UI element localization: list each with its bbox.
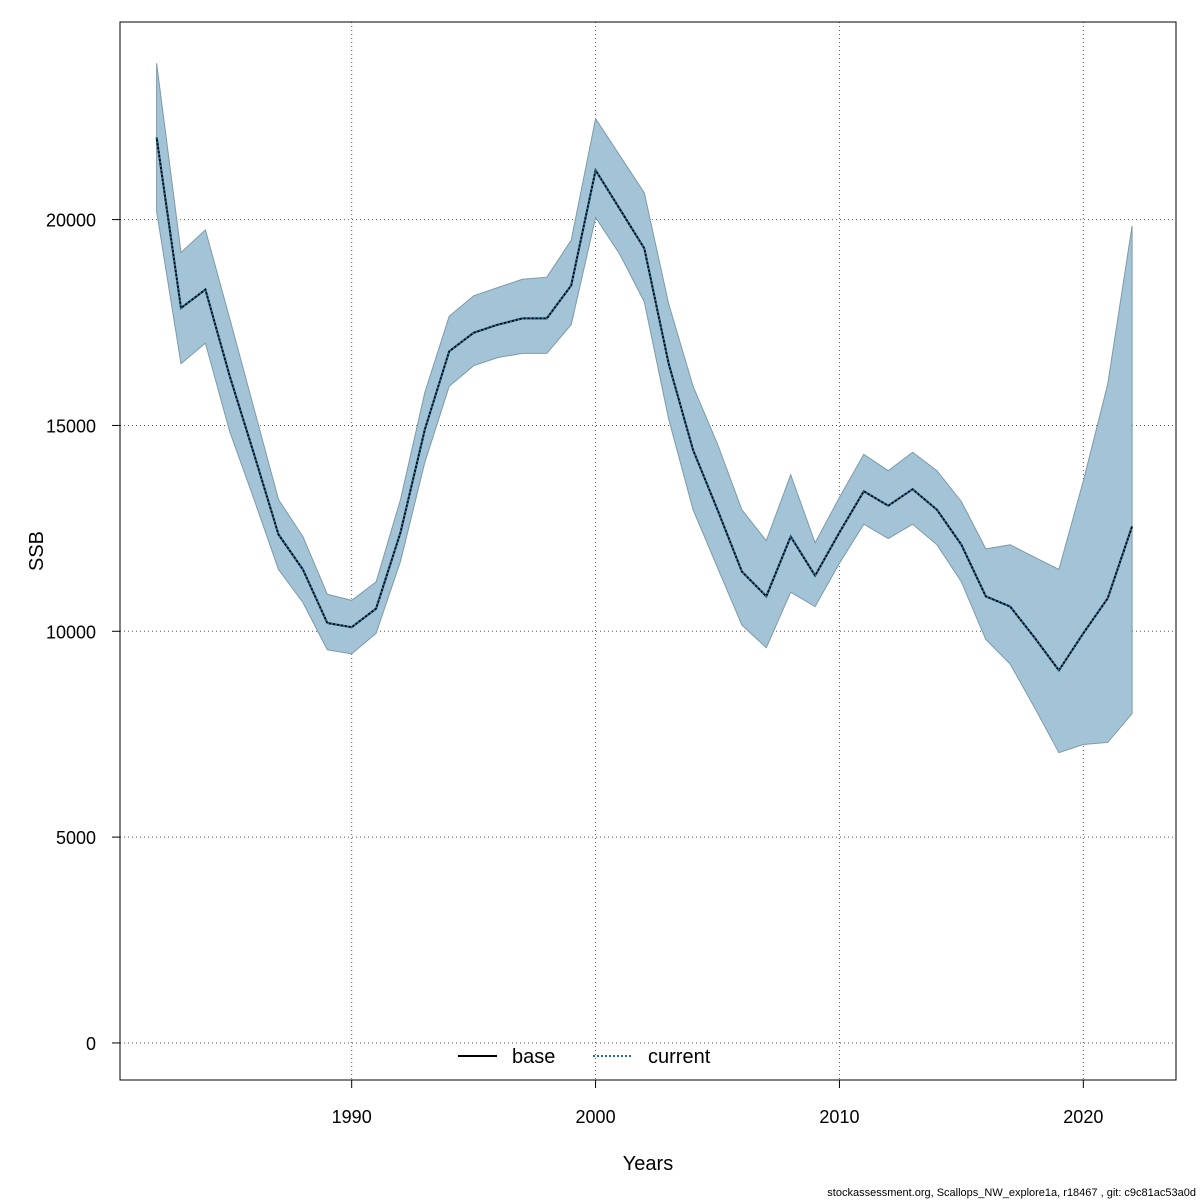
series-lines bbox=[155, 137, 1134, 673]
y-tick-label: 10000 bbox=[46, 622, 96, 642]
x-tick-label: 2010 bbox=[819, 1107, 859, 1127]
confidence-band bbox=[156, 63, 1133, 754]
x-tick-label: 1990 bbox=[332, 1107, 372, 1127]
y-axis: 0 5000 10000 15000 20000 bbox=[46, 211, 121, 1054]
series-line-current bbox=[155, 137, 1134, 673]
legend-base-label: base bbox=[512, 1046, 555, 1068]
x-tick-label: 2020 bbox=[1063, 1107, 1103, 1127]
confidence-band-area bbox=[156, 63, 1133, 754]
y-tick-label: 20000 bbox=[46, 211, 96, 231]
legend-current-label: current bbox=[648, 1046, 711, 1068]
y-tick-label: 5000 bbox=[56, 828, 96, 848]
footer-note: stockassessment.org, Scallops_NW_explore… bbox=[827, 1187, 1196, 1199]
legend: base current bbox=[458, 1046, 711, 1068]
x-tick-label: 2000 bbox=[576, 1107, 616, 1127]
y-axis-title: SSB bbox=[26, 531, 48, 571]
y-tick-label: 0 bbox=[86, 1034, 96, 1054]
x-axis: 1990 2000 2010 2020 bbox=[332, 1079, 1103, 1127]
x-axis-title: Years bbox=[623, 1153, 673, 1175]
y-tick-label: 15000 bbox=[46, 416, 96, 436]
